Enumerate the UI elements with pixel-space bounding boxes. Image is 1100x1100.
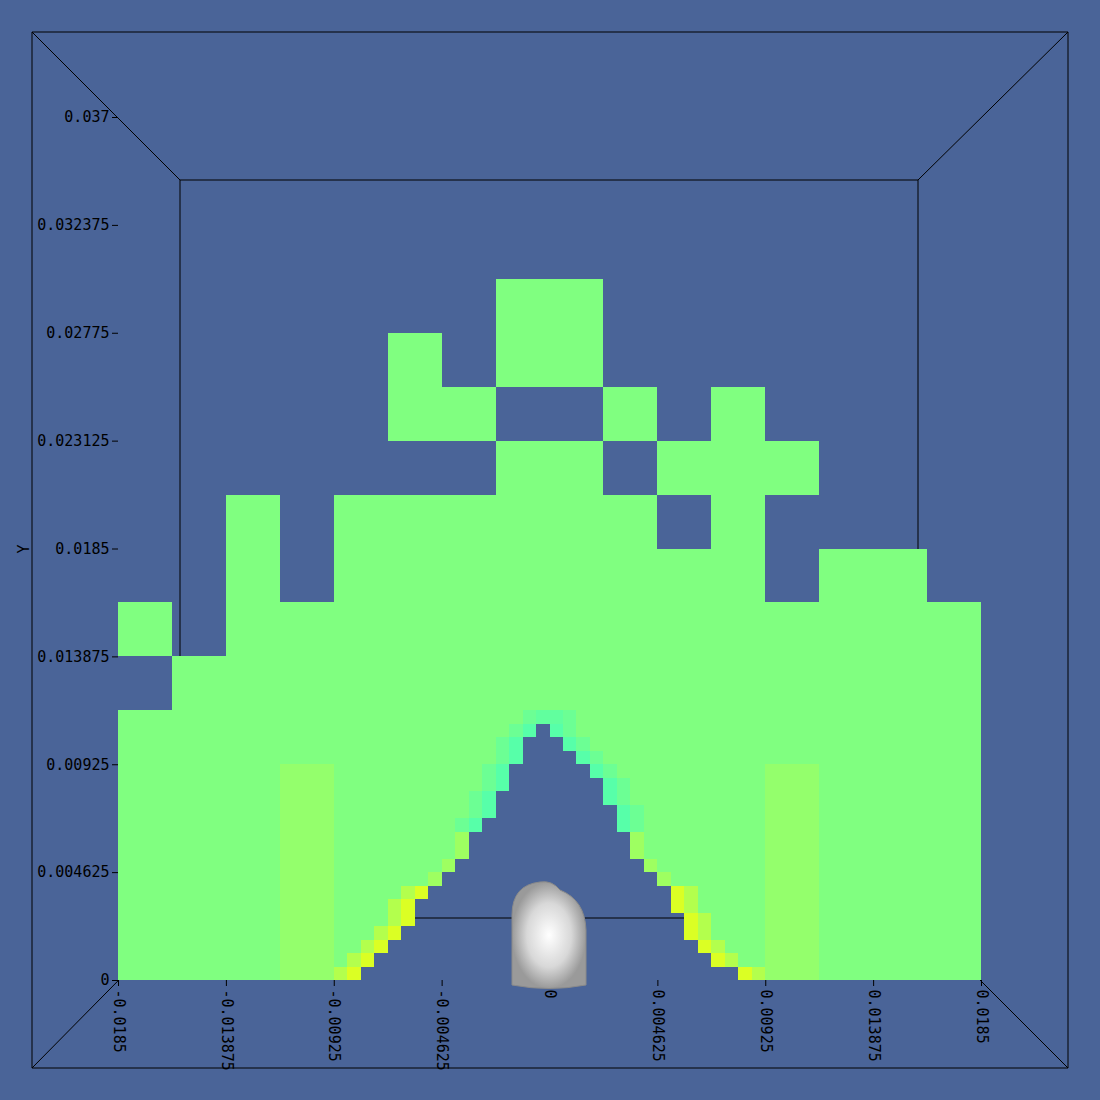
svg-text:0.037: 0.037 (64, 108, 109, 126)
svg-text:-0.013875: -0.013875 (218, 990, 236, 1071)
svg-text:0.0185: 0.0185 (55, 540, 109, 558)
svg-text:0.004625: 0.004625 (649, 990, 667, 1062)
svg-text:-0.0185: -0.0185 (110, 990, 128, 1053)
svg-text:0.023125: 0.023125 (37, 432, 109, 450)
svg-text:0.013875: 0.013875 (865, 990, 883, 1062)
svg-text:0.004625: 0.004625 (37, 863, 109, 881)
svg-text:0.0185: 0.0185 (973, 990, 991, 1044)
svg-text:0.02775: 0.02775 (46, 324, 109, 342)
svg-text:0: 0 (100, 971, 109, 989)
svg-text:0.00925: 0.00925 (46, 756, 109, 774)
svg-text:0.032375: 0.032375 (37, 216, 109, 234)
svg-text:-0.00925: -0.00925 (325, 990, 343, 1062)
svg-text:0.013875: 0.013875 (37, 648, 109, 666)
svg-text:Y: Y (15, 544, 33, 553)
svg-text:0.00925: 0.00925 (757, 990, 775, 1053)
svg-text:-0.004625: -0.004625 (433, 990, 451, 1071)
svg-text:0: 0 (541, 990, 559, 999)
